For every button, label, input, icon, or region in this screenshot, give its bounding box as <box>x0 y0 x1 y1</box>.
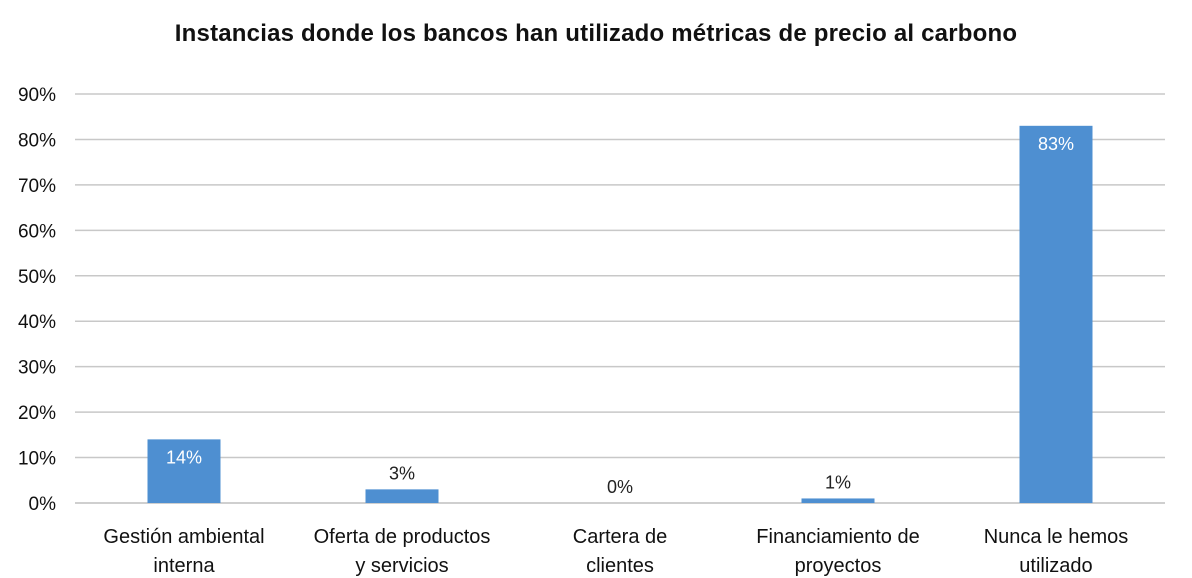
data-label: 1% <box>825 472 851 492</box>
x-category-label: utilizado <box>1019 555 1092 577</box>
y-tick-label: 70% <box>18 176 56 197</box>
y-tick-label: 20% <box>18 403 56 424</box>
bar <box>147 439 221 503</box>
x-category-label: Financiamiento de <box>756 526 919 548</box>
y-tick-label: 0% <box>29 494 57 515</box>
x-category-label: y servicios <box>355 555 448 577</box>
x-category-label: proyectos <box>795 555 882 577</box>
bar <box>365 489 439 503</box>
x-category-label: Cartera de <box>573 526 668 548</box>
bar <box>1019 125 1093 504</box>
y-tick-label: 30% <box>18 358 56 379</box>
bar <box>801 498 875 503</box>
chart-title: Instancias donde los bancos han utilizad… <box>174 20 1018 47</box>
y-tick-label: 90% <box>18 85 56 106</box>
data-label: 3% <box>389 463 415 483</box>
data-label: 83% <box>1038 134 1074 154</box>
y-tick-label: 10% <box>18 449 56 470</box>
x-category-label: Nunca le hemos <box>984 526 1129 548</box>
x-category-label: clientes <box>586 555 654 577</box>
y-tick-label: 80% <box>18 130 56 151</box>
data-label: 14% <box>166 447 202 467</box>
x-category-label: Oferta de productos <box>314 526 491 548</box>
y-tick-label: 50% <box>18 267 56 288</box>
x-category-label: interna <box>153 555 215 577</box>
y-tick-label: 40% <box>18 312 56 333</box>
data-label: 0% <box>607 477 633 497</box>
y-tick-label: 60% <box>18 221 56 242</box>
x-category-label: Gestión ambiental <box>103 526 264 548</box>
